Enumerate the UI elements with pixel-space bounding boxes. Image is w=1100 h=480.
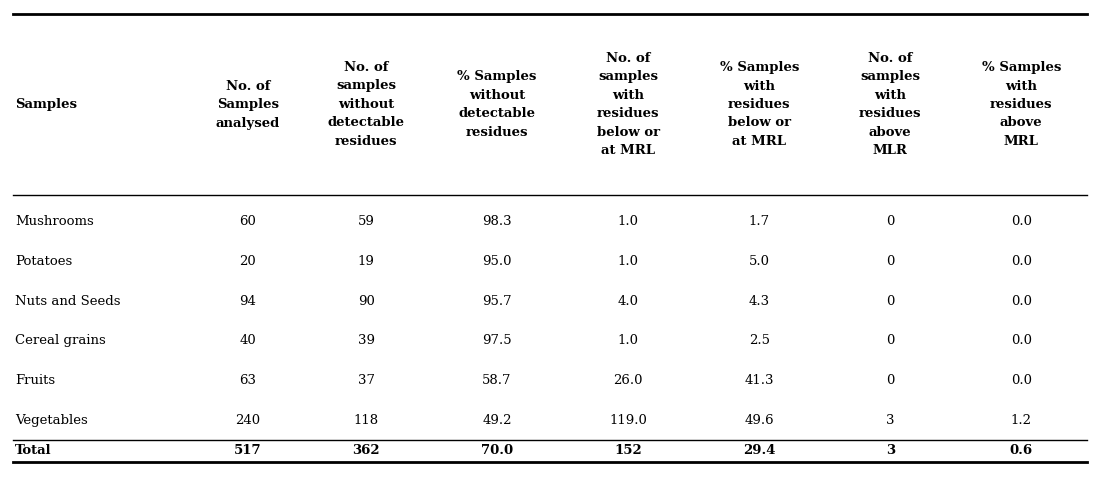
Text: 95.7: 95.7	[482, 295, 512, 308]
Text: 1.7: 1.7	[749, 216, 770, 228]
Text: 5.0: 5.0	[749, 255, 770, 268]
Text: 0.0: 0.0	[1011, 335, 1032, 348]
Text: 240: 240	[235, 414, 261, 427]
Text: 0.0: 0.0	[1011, 216, 1032, 228]
Text: 3: 3	[886, 444, 894, 457]
Text: 0: 0	[887, 216, 894, 228]
Text: 118: 118	[353, 414, 378, 427]
Text: 4.0: 4.0	[618, 295, 639, 308]
Text: 59: 59	[358, 216, 374, 228]
Text: 1.0: 1.0	[618, 216, 639, 228]
Text: 19: 19	[358, 255, 374, 268]
Text: 0.6: 0.6	[1010, 444, 1033, 457]
Text: 49.6: 49.6	[745, 414, 774, 427]
Text: 29.4: 29.4	[742, 444, 775, 457]
Text: No. of
samples
without
detectable
residues: No. of samples without detectable residu…	[328, 61, 405, 148]
Text: 37: 37	[358, 374, 375, 387]
Text: % Samples
without
detectable
residues: % Samples without detectable residues	[458, 70, 537, 139]
Text: 1.2: 1.2	[1011, 414, 1032, 427]
Text: 0: 0	[887, 374, 894, 387]
Text: 152: 152	[614, 444, 642, 457]
Text: 98.3: 98.3	[482, 216, 512, 228]
Text: 60: 60	[240, 216, 256, 228]
Text: Mushrooms: Mushrooms	[15, 216, 94, 228]
Text: Potatoes: Potatoes	[15, 255, 73, 268]
Text: 0.0: 0.0	[1011, 255, 1032, 268]
Text: 39: 39	[358, 335, 375, 348]
Text: 0.0: 0.0	[1011, 374, 1032, 387]
Text: 2.5: 2.5	[749, 335, 770, 348]
Text: 1.0: 1.0	[618, 255, 639, 268]
Text: 97.5: 97.5	[482, 335, 512, 348]
Text: 41.3: 41.3	[745, 374, 774, 387]
Text: Vegetables: Vegetables	[15, 414, 88, 427]
Text: 90: 90	[358, 295, 374, 308]
Text: 0: 0	[887, 335, 894, 348]
Text: 3: 3	[886, 414, 894, 427]
Text: 517: 517	[234, 444, 262, 457]
Text: 4.3: 4.3	[749, 295, 770, 308]
Text: Nuts and Seeds: Nuts and Seeds	[15, 295, 121, 308]
Text: 1.0: 1.0	[618, 335, 639, 348]
Text: 20: 20	[240, 255, 256, 268]
Text: 95.0: 95.0	[483, 255, 512, 268]
Text: 0: 0	[887, 255, 894, 268]
Text: No. of
samples
with
residues
below or
at MRL: No. of samples with residues below or at…	[596, 52, 660, 157]
Text: 63: 63	[239, 374, 256, 387]
Text: 58.7: 58.7	[483, 374, 512, 387]
Text: 70.0: 70.0	[481, 444, 514, 457]
Text: 0: 0	[887, 295, 894, 308]
Text: Samples: Samples	[15, 98, 77, 111]
Text: 94: 94	[240, 295, 256, 308]
Text: No. of
samples
with
residues
above
MLR: No. of samples with residues above MLR	[859, 52, 922, 157]
Text: 40: 40	[240, 335, 256, 348]
Text: 0.0: 0.0	[1011, 295, 1032, 308]
Text: % Samples
with
residues
below or
at MRL: % Samples with residues below or at MRL	[719, 61, 799, 148]
Text: No. of
Samples
analysed: No. of Samples analysed	[216, 80, 279, 130]
Text: 49.2: 49.2	[483, 414, 512, 427]
Text: Cereal grains: Cereal grains	[15, 335, 106, 348]
Text: Fruits: Fruits	[15, 374, 55, 387]
Text: 362: 362	[352, 444, 379, 457]
Text: 26.0: 26.0	[614, 374, 642, 387]
Text: Total: Total	[15, 444, 52, 457]
Text: 119.0: 119.0	[609, 414, 647, 427]
Text: % Samples
with
residues
above
MRL: % Samples with residues above MRL	[981, 61, 1062, 148]
